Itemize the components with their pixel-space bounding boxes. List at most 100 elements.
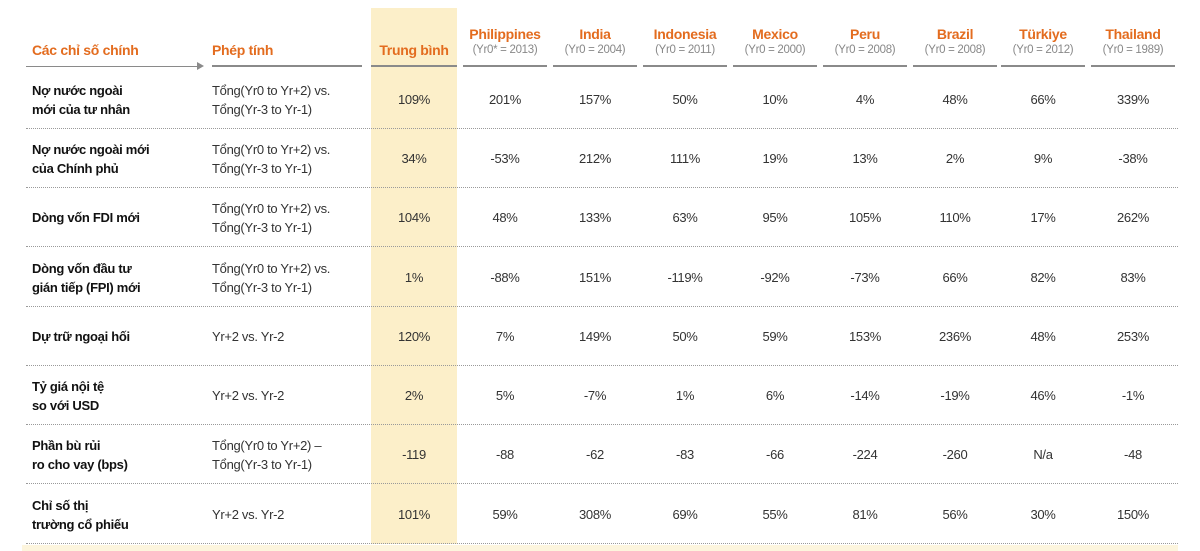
country-column-header: Türkiye (Yr0 = 2012) — [1001, 0, 1085, 70]
metric-label-text: Dòng vốn đầu tư gián tiếp (FPI) mới — [32, 260, 141, 295]
average-value: 2% — [404, 388, 424, 403]
header-underline — [1091, 65, 1175, 67]
country-value: 150% — [1116, 507, 1150, 522]
country-value: 157% — [578, 92, 612, 107]
header-underline — [1001, 65, 1085, 67]
calc-formula-text: Tổng(Yr0 to Yr+2) vs. Tổng(Yr-3 to Yr-1) — [212, 141, 331, 176]
country-value: -14% — [850, 388, 880, 403]
country-name: Thailand — [1105, 26, 1161, 42]
metric-label: Dòng vốn FDI mới — [32, 188, 207, 247]
row-divider — [26, 187, 1178, 188]
average-value: 109% — [397, 92, 431, 107]
calc-header-label: Phép tính — [212, 42, 274, 58]
header-underline — [733, 65, 817, 67]
country-value: 17% — [1030, 210, 1056, 225]
metric-label-text: Dự trữ ngoại hối — [32, 329, 130, 344]
country-column-header: Brazil (Yr0 = 2008) — [913, 0, 997, 70]
country-base-year: (Yr0 = 2012) — [1012, 44, 1074, 56]
metric-label-text: Chỉ số thị trường cổ phiếu — [32, 497, 129, 532]
country-value: -66 — [766, 447, 784, 462]
metric-header-label: Các chỉ số chính — [32, 42, 139, 58]
country-value: 4% — [855, 92, 875, 107]
table-row: Nợ nước ngoài mới của tư nhân Tổng(Yr0 to… — [26, 70, 1178, 129]
country-value: -7% — [583, 388, 607, 403]
country-value: 63% — [672, 210, 698, 225]
row-divider — [26, 246, 1178, 247]
country-column-header: Philippines (Yr0* = 2013) — [463, 0, 547, 70]
metric-label: Dòng vốn đầu tư gián tiếp (FPI) mới — [32, 248, 207, 307]
country-base-year: (Yr0 = 2000) — [744, 44, 806, 56]
country-value: -88% — [490, 270, 520, 285]
country-value: -62 — [586, 447, 604, 462]
country-value: -19% — [940, 388, 970, 403]
row-divider — [26, 483, 1178, 484]
country-value: 50% — [672, 329, 698, 344]
country-value: 10% — [762, 92, 788, 107]
country-value: -53% — [490, 151, 520, 166]
metric-label: Dự trữ ngoại hối — [32, 307, 207, 366]
calc-formula-text: Yr+2 vs. Yr-2 — [212, 388, 285, 403]
country-value: -83 — [676, 447, 694, 462]
calc-formula-text: Tổng(Yr0 to Yr+2) vs. Tổng(Yr-3 to Yr-1) — [212, 260, 331, 295]
country-value: 82% — [1030, 270, 1056, 285]
country-name: Peru — [850, 26, 880, 42]
country-name: Mexico — [752, 26, 798, 42]
country-value: 66% — [942, 270, 968, 285]
country-value: 95% — [762, 210, 788, 225]
header-arrow-line — [26, 66, 198, 67]
average-value: 104% — [397, 210, 431, 225]
table-row: Dòng vốn FDI mới Tổng(Yr0 to Yr+2) vs. Tổ… — [26, 188, 1178, 247]
country-column-header: Indonesia (Yr0 = 2011) — [643, 0, 727, 70]
country-value: 151% — [578, 270, 612, 285]
country-value: 5% — [495, 388, 515, 403]
table-row: Dòng vốn đầu tư gián tiếp (FPI) mới Tổng(… — [26, 248, 1178, 307]
row-divider — [26, 128, 1178, 129]
country-column-header: Thailand (Yr0 = 1989) — [1091, 0, 1175, 70]
header-arrow-icon — [197, 62, 204, 70]
header-underline — [913, 65, 997, 67]
country-value: 81% — [852, 507, 878, 522]
metric-label-text: Phần bù rủi ro cho vay (bps) — [32, 437, 128, 472]
country-value: 1% — [675, 388, 695, 403]
header-underline — [371, 65, 457, 67]
country-value: 149% — [578, 329, 612, 344]
header-underline — [212, 65, 362, 67]
header-underline — [823, 65, 907, 67]
country-value: 48% — [1030, 329, 1056, 344]
country-value: 13% — [852, 151, 878, 166]
average-value: 34% — [401, 151, 427, 166]
metric-label-text: Nợ nước ngoài mới của tư nhân — [32, 82, 130, 117]
calc-formula: Yr+2 vs. Yr-2 — [212, 485, 372, 544]
calc-formula: Tổng(Yr0 to Yr+2) – Tổng(Yr-3 to Yr-1) — [212, 425, 372, 484]
country-value: 236% — [938, 329, 972, 344]
country-value: 56% — [942, 507, 968, 522]
avg-header-label: Trung bình — [379, 42, 449, 58]
country-value: -48 — [1124, 447, 1142, 462]
country-value: 308% — [578, 507, 612, 522]
country-column-header: Mexico (Yr0 = 2000) — [733, 0, 817, 70]
country-value: 262% — [1116, 210, 1150, 225]
country-value: 133% — [578, 210, 612, 225]
row-divider — [26, 424, 1178, 425]
calc-formula-text: Tổng(Yr0 to Yr+2) – Tổng(Yr-3 to Yr-1) — [212, 437, 322, 472]
country-column-header: India (Yr0 = 2004) — [553, 0, 637, 70]
country-column-header: Peru (Yr0 = 2008) — [823, 0, 907, 70]
metric-label-text: Tỷ giá nội tệ so với USD — [32, 378, 104, 413]
calc-formula: Tổng(Yr0 to Yr+2) vs. Tổng(Yr-3 to Yr-1) — [212, 129, 372, 188]
country-base-year: (Yr0 = 2004) — [564, 44, 626, 56]
country-value: 48% — [492, 210, 518, 225]
country-name: Indonesia — [653, 26, 717, 42]
country-value: 66% — [1030, 92, 1056, 107]
country-value: -224 — [852, 447, 878, 462]
row-divider — [26, 365, 1178, 366]
calc-column-header: Phép tính — [212, 0, 362, 70]
country-name: Türkiye — [1019, 26, 1067, 42]
country-value: -119% — [667, 270, 703, 285]
calc-formula: Tổng(Yr0 to Yr+2) vs. Tổng(Yr-3 to Yr-1) — [212, 248, 372, 307]
calc-formula: Yr+2 vs. Yr-2 — [212, 307, 372, 366]
header-underline — [463, 65, 547, 67]
calc-formula-text: Tổng(Yr0 to Yr+2) vs. Tổng(Yr-3 to Yr-1) — [212, 82, 331, 117]
header-underline — [643, 65, 727, 67]
average-value: -119 — [402, 447, 426, 462]
row-divider — [26, 306, 1178, 307]
